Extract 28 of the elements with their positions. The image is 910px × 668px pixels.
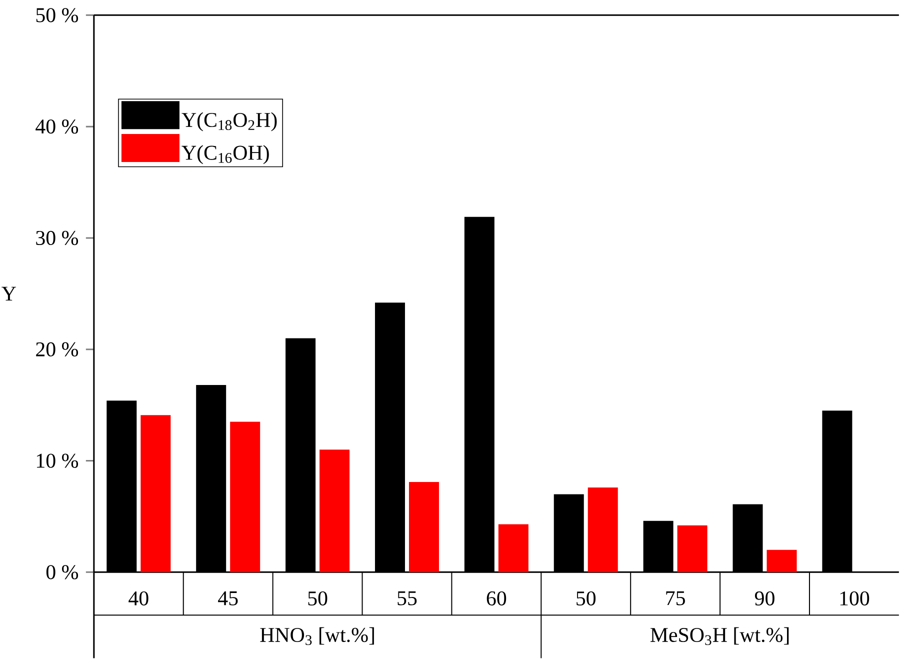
bar (408, 482, 439, 572)
bar (320, 450, 350, 572)
y-tick-label: 50 % (36, 8, 78, 22)
x-tick-label: 45 (218, 591, 238, 606)
bar (588, 488, 618, 572)
legend-label: Y(C$_{18}$O$_{2}$H) (182, 112, 277, 132)
bar (230, 422, 260, 572)
bar (498, 524, 528, 572)
y-tick-label: 30 % (36, 230, 78, 246)
x-tick-label: 50 (308, 591, 328, 606)
y-tick-label: 0 % (46, 565, 78, 580)
text: HNO$_{3}$ [wt.%] (260, 627, 374, 646)
y-tick-label: 20 % (36, 342, 78, 356)
x-tick-label: 60 (486, 591, 506, 606)
y-tick-label: 40 % (36, 120, 78, 134)
bar (766, 550, 797, 572)
bar (677, 525, 708, 572)
x-tick-label: 50 (576, 591, 596, 606)
x-tick-label: 40 (128, 591, 148, 606)
x-tick-label: 90 (754, 591, 774, 606)
x-tick-label: 75 (666, 591, 685, 606)
x-tick-label: 100 (840, 591, 870, 606)
x-tick-label: 55 (398, 591, 417, 606)
y-axis-title: Y (2, 286, 16, 301)
y-tick-label: 10 % (37, 454, 78, 468)
text: MeSO$_{3}$H [wt.%] (650, 627, 789, 646)
legend-label: Y(C$_{16}$OH) (182, 145, 269, 164)
bar (140, 415, 171, 572)
